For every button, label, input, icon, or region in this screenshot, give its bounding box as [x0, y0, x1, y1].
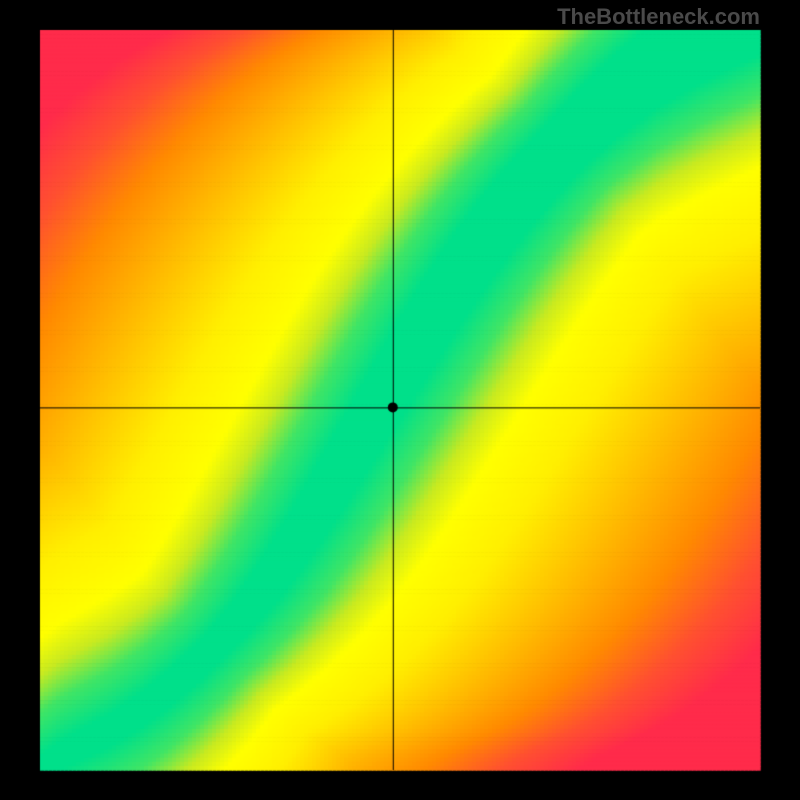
watermark-text: TheBottleneck.com — [557, 4, 760, 30]
chart-container: TheBottleneck.com — [0, 0, 800, 800]
bottleneck-heatmap — [0, 0, 800, 800]
